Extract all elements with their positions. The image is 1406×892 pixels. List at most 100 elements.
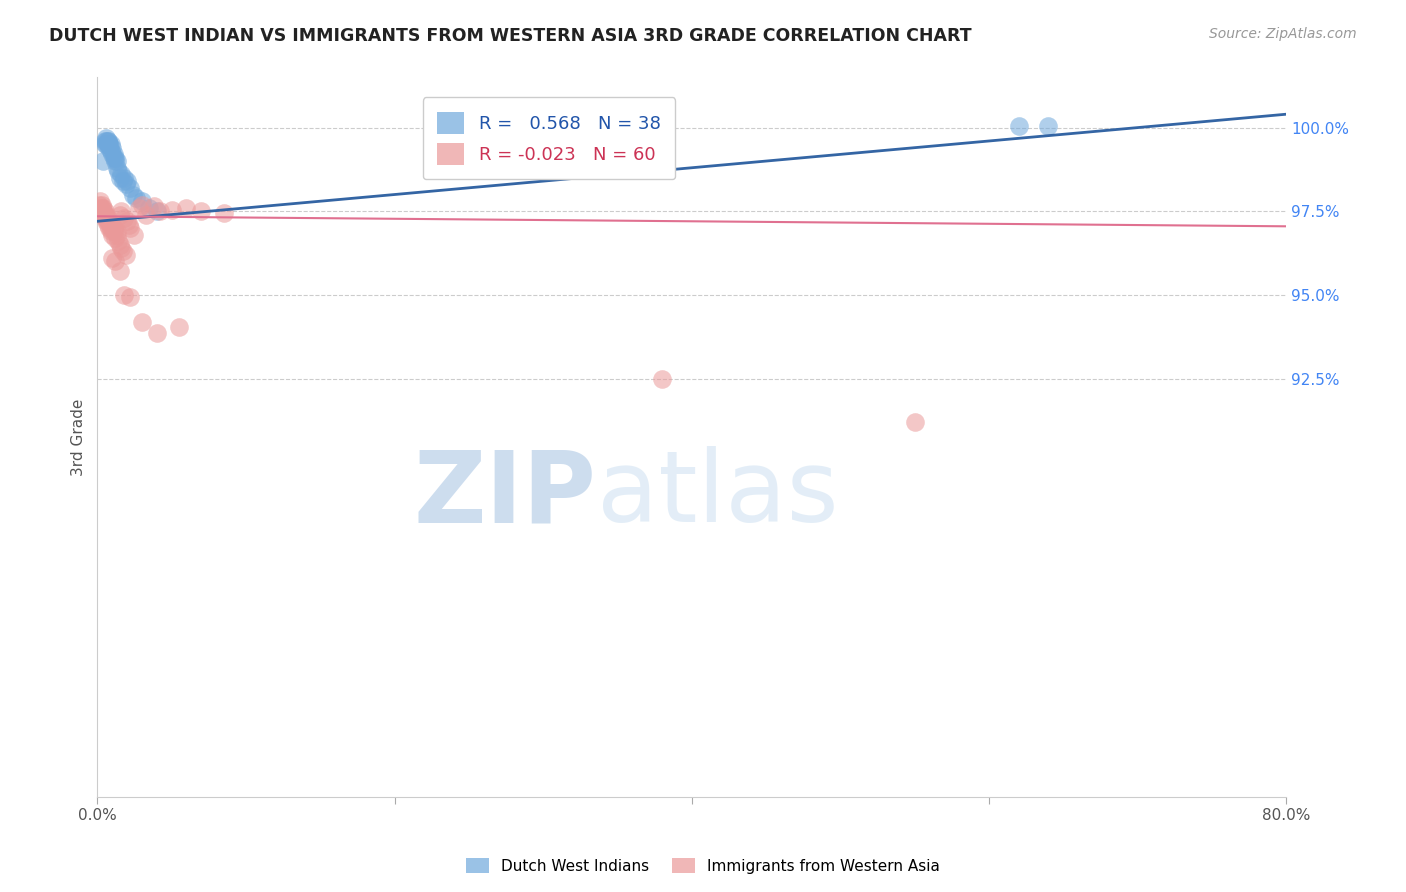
Point [96, 130, 118, 145]
Point [101, 141, 124, 155]
Point [110, 241, 132, 255]
Point [131, 315, 153, 329]
Point [131, 194, 153, 209]
Point [98, 137, 121, 152]
Point [100, 224, 122, 238]
Point [97, 137, 120, 152]
Point [91, 154, 114, 169]
Point [118, 289, 141, 303]
Point [105, 161, 128, 175]
Point [104, 154, 127, 169]
Point [108, 170, 131, 185]
Point [104, 254, 127, 268]
Point [104, 231, 127, 245]
Point [97, 218, 120, 232]
Point [1007, 119, 1029, 133]
Point [112, 170, 135, 185]
Point [107, 235, 129, 249]
Point [128, 201, 150, 215]
Point [114, 248, 136, 262]
Point [90, 204, 112, 219]
Point [104, 151, 127, 165]
Point [98, 216, 121, 230]
Point [167, 319, 190, 334]
Point [91, 201, 114, 215]
Point [103, 221, 125, 235]
Point [112, 288, 135, 302]
Point [103, 147, 125, 161]
Point [101, 147, 124, 161]
Point [110, 204, 132, 219]
Legend: R =   0.568   N = 38, R = -0.023   N = 60: R = 0.568 N = 38, R = -0.023 N = 60 [423, 97, 675, 179]
Point [100, 144, 122, 158]
Y-axis label: 3rd Grade: 3rd Grade [72, 399, 86, 475]
Point [98, 221, 121, 235]
Point [101, 218, 124, 232]
Point [1038, 119, 1060, 133]
Point [135, 208, 157, 222]
Point [108, 264, 131, 278]
Point [97, 134, 120, 148]
Point [94, 211, 117, 225]
Point [176, 201, 198, 215]
Point [903, 415, 925, 429]
Point [100, 137, 122, 152]
Point [103, 151, 125, 165]
Text: Source: ZipAtlas.com: Source: ZipAtlas.com [1209, 27, 1357, 41]
Point [91, 208, 114, 222]
Point [87, 197, 110, 211]
Point [97, 214, 120, 228]
Point [110, 168, 132, 182]
Point [190, 204, 212, 219]
Point [118, 181, 141, 195]
Point [107, 164, 129, 178]
Point [117, 218, 139, 232]
Point [96, 134, 118, 148]
Text: ZIP: ZIP [413, 446, 596, 543]
Point [96, 137, 118, 152]
Point [91, 204, 114, 219]
Point [115, 174, 138, 188]
Point [125, 191, 148, 205]
Point [89, 201, 111, 215]
Point [97, 134, 120, 148]
Point [142, 199, 165, 213]
Text: DUTCH WEST INDIAN VS IMMIGRANTS FROM WESTERN ASIA 3RD GRADE CORRELATION CHART: DUTCH WEST INDIAN VS IMMIGRANTS FROM WES… [49, 27, 972, 45]
Point [146, 326, 169, 341]
Point [90, 197, 112, 211]
Point [111, 174, 134, 188]
Point [105, 227, 128, 242]
Point [98, 141, 121, 155]
Point [138, 201, 160, 215]
Point [124, 227, 146, 242]
Point [122, 187, 145, 202]
Point [108, 237, 131, 252]
Point [97, 211, 120, 225]
Text: atlas: atlas [596, 446, 838, 543]
Point [94, 134, 117, 148]
Point [115, 214, 138, 228]
Point [96, 214, 118, 228]
Point [212, 206, 235, 220]
Legend: Dutch West Indians, Immigrants from Western Asia: Dutch West Indians, Immigrants from West… [460, 852, 946, 880]
Point [101, 251, 124, 265]
Point [149, 204, 172, 219]
Point [100, 221, 122, 235]
Point [98, 137, 121, 152]
Point [651, 371, 673, 385]
Point [160, 202, 183, 217]
Point [94, 208, 117, 222]
Point [105, 224, 128, 238]
Point [111, 244, 134, 259]
Point [90, 201, 112, 215]
Point [89, 194, 111, 209]
Point [101, 227, 124, 242]
Point [94, 204, 117, 219]
Point [105, 154, 128, 169]
Point [112, 211, 135, 225]
Point [103, 224, 125, 238]
Point [118, 221, 141, 235]
Point [131, 197, 153, 211]
Point [96, 208, 118, 222]
Point [108, 208, 131, 222]
